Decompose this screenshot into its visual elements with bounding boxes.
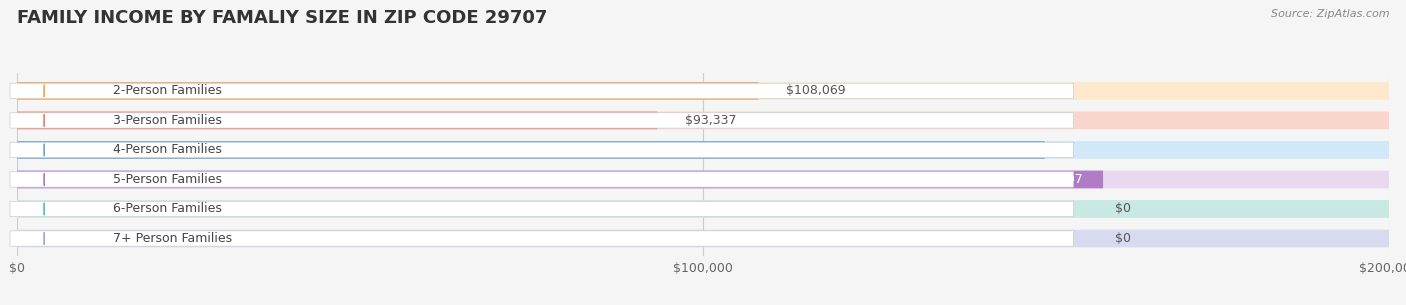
FancyBboxPatch shape <box>10 83 1074 99</box>
FancyBboxPatch shape <box>17 141 1045 159</box>
FancyBboxPatch shape <box>17 230 1389 247</box>
FancyBboxPatch shape <box>17 141 1389 159</box>
FancyBboxPatch shape <box>10 231 1074 246</box>
Text: $149,822: $149,822 <box>965 143 1024 156</box>
FancyBboxPatch shape <box>10 113 1074 128</box>
FancyBboxPatch shape <box>17 112 657 129</box>
FancyBboxPatch shape <box>17 170 1389 188</box>
Text: 6-Person Families: 6-Person Families <box>112 203 222 215</box>
Text: $0: $0 <box>1115 203 1130 215</box>
Text: $93,337: $93,337 <box>685 114 737 127</box>
Text: $158,307: $158,307 <box>1022 173 1083 186</box>
Text: 7+ Person Families: 7+ Person Families <box>112 232 232 245</box>
FancyBboxPatch shape <box>17 112 1389 129</box>
Text: 4-Person Families: 4-Person Families <box>112 143 222 156</box>
FancyBboxPatch shape <box>17 82 1389 100</box>
FancyBboxPatch shape <box>10 142 1074 158</box>
Text: $108,069: $108,069 <box>786 84 845 97</box>
Text: 5-Person Families: 5-Person Families <box>112 173 222 186</box>
Text: Source: ZipAtlas.com: Source: ZipAtlas.com <box>1271 9 1389 19</box>
FancyBboxPatch shape <box>17 82 758 100</box>
Text: FAMILY INCOME BY FAMALIY SIZE IN ZIP CODE 29707: FAMILY INCOME BY FAMALIY SIZE IN ZIP COD… <box>17 9 547 27</box>
Text: 2-Person Families: 2-Person Families <box>112 84 222 97</box>
FancyBboxPatch shape <box>17 170 1104 188</box>
FancyBboxPatch shape <box>10 201 1074 217</box>
FancyBboxPatch shape <box>17 200 1389 218</box>
Text: $0: $0 <box>1115 232 1130 245</box>
FancyBboxPatch shape <box>10 172 1074 187</box>
Text: 3-Person Families: 3-Person Families <box>112 114 222 127</box>
